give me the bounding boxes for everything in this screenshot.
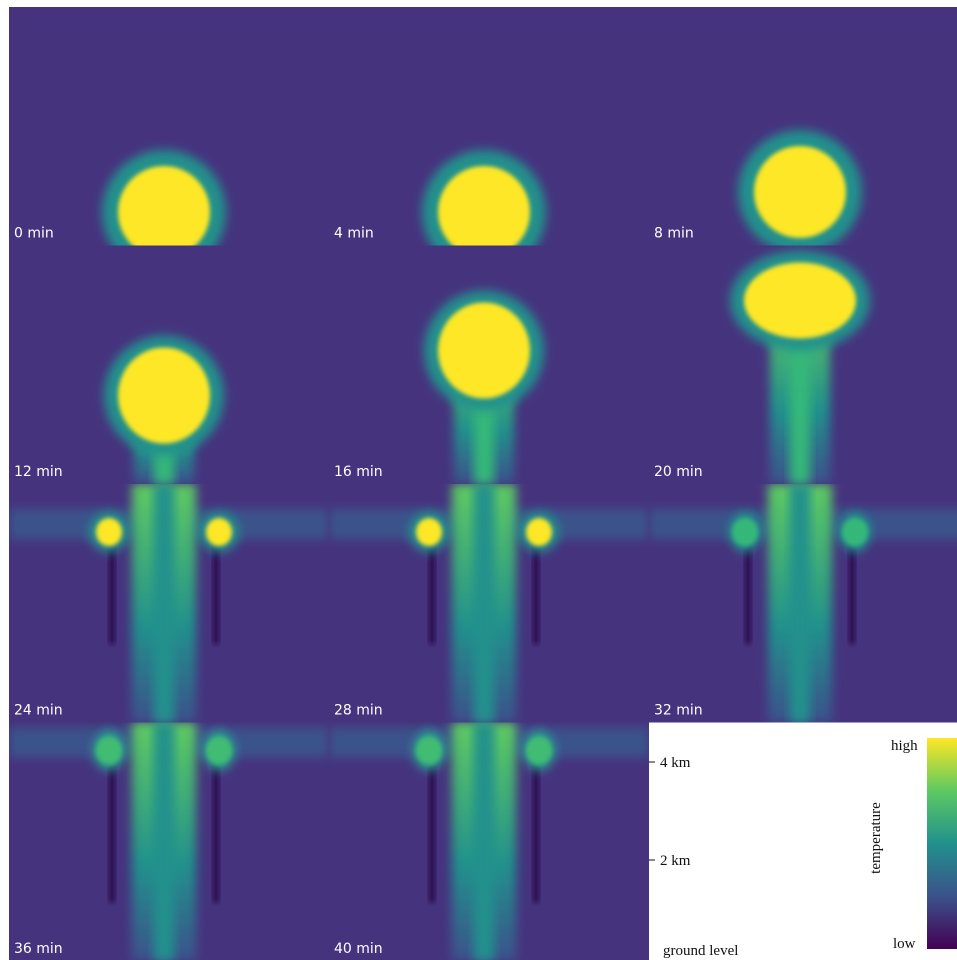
panel-image <box>329 484 649 723</box>
plume <box>416 518 442 546</box>
plume <box>842 518 868 546</box>
panel: 12 min <box>9 245 329 484</box>
time-label: 16 min <box>334 464 383 480</box>
panel: 0 min <box>9 7 329 246</box>
height-label: 4 km <box>660 755 691 771</box>
colorbar <box>927 738 957 949</box>
time-label: 36 min <box>14 941 63 957</box>
plume <box>96 518 122 546</box>
panel-image <box>329 7 649 246</box>
plume <box>438 166 530 246</box>
plume <box>732 518 758 546</box>
time-label: 12 min <box>14 464 63 480</box>
plume <box>109 762 115 903</box>
plume <box>118 347 210 444</box>
ground-label: ground level <box>663 943 738 959</box>
time-label: 8 min <box>654 226 694 242</box>
plume <box>526 518 552 546</box>
plume <box>533 544 539 644</box>
plume <box>754 146 846 238</box>
legend-area: 4 km 2 km ground level high low temperat… <box>649 738 957 959</box>
plume <box>745 544 751 644</box>
plume <box>96 736 122 765</box>
time-label: 20 min <box>654 464 703 480</box>
colorbar-title: temperature <box>868 802 884 874</box>
panel-image <box>649 245 957 484</box>
plume <box>154 484 174 723</box>
panel-image <box>9 7 329 246</box>
plume <box>438 302 530 399</box>
panel-image <box>9 484 329 723</box>
plume <box>474 722 494 960</box>
time-label: 32 min <box>654 703 703 719</box>
plume <box>213 762 219 903</box>
plume <box>849 544 855 644</box>
panel-image <box>649 7 957 246</box>
plume <box>213 544 219 644</box>
time-label: 24 min <box>14 703 63 719</box>
time-label: 40 min <box>334 941 383 957</box>
time-label: 28 min <box>334 703 383 719</box>
plume <box>429 544 435 644</box>
panel: 16 min <box>329 245 649 484</box>
colorbar-high: high <box>891 738 918 754</box>
height-label: 2 km <box>660 853 691 869</box>
plume <box>429 762 435 903</box>
plume <box>526 736 552 765</box>
panel: 20 min <box>649 245 957 484</box>
plume <box>474 484 494 723</box>
plume <box>154 722 174 960</box>
plume <box>118 166 210 246</box>
plume <box>206 736 232 765</box>
panel: 28 min <box>329 484 649 723</box>
panels: 0 min 4 min 8 min 12 min 16 min 20 min 24 min 2… <box>9 7 957 960</box>
panel: 32 min <box>649 484 957 723</box>
panel: 8 min <box>649 7 957 246</box>
plume <box>416 736 442 765</box>
plume <box>744 262 856 339</box>
panel: 36 min <box>9 722 329 960</box>
panel-image <box>9 722 329 960</box>
panel-image <box>649 484 957 723</box>
panel: 24 min <box>9 484 329 723</box>
colorbar-low: low <box>893 936 916 952</box>
plume <box>533 762 539 903</box>
time-label: 4 min <box>334 226 374 242</box>
panel-image <box>9 245 329 484</box>
panel: 4 min <box>329 7 649 246</box>
panel-image <box>329 722 649 960</box>
panel-image <box>329 245 649 484</box>
plume <box>790 484 810 723</box>
panel: 40 min <box>329 722 649 960</box>
plume <box>109 544 115 644</box>
time-label: 0 min <box>14 226 54 242</box>
plume <box>206 518 232 546</box>
